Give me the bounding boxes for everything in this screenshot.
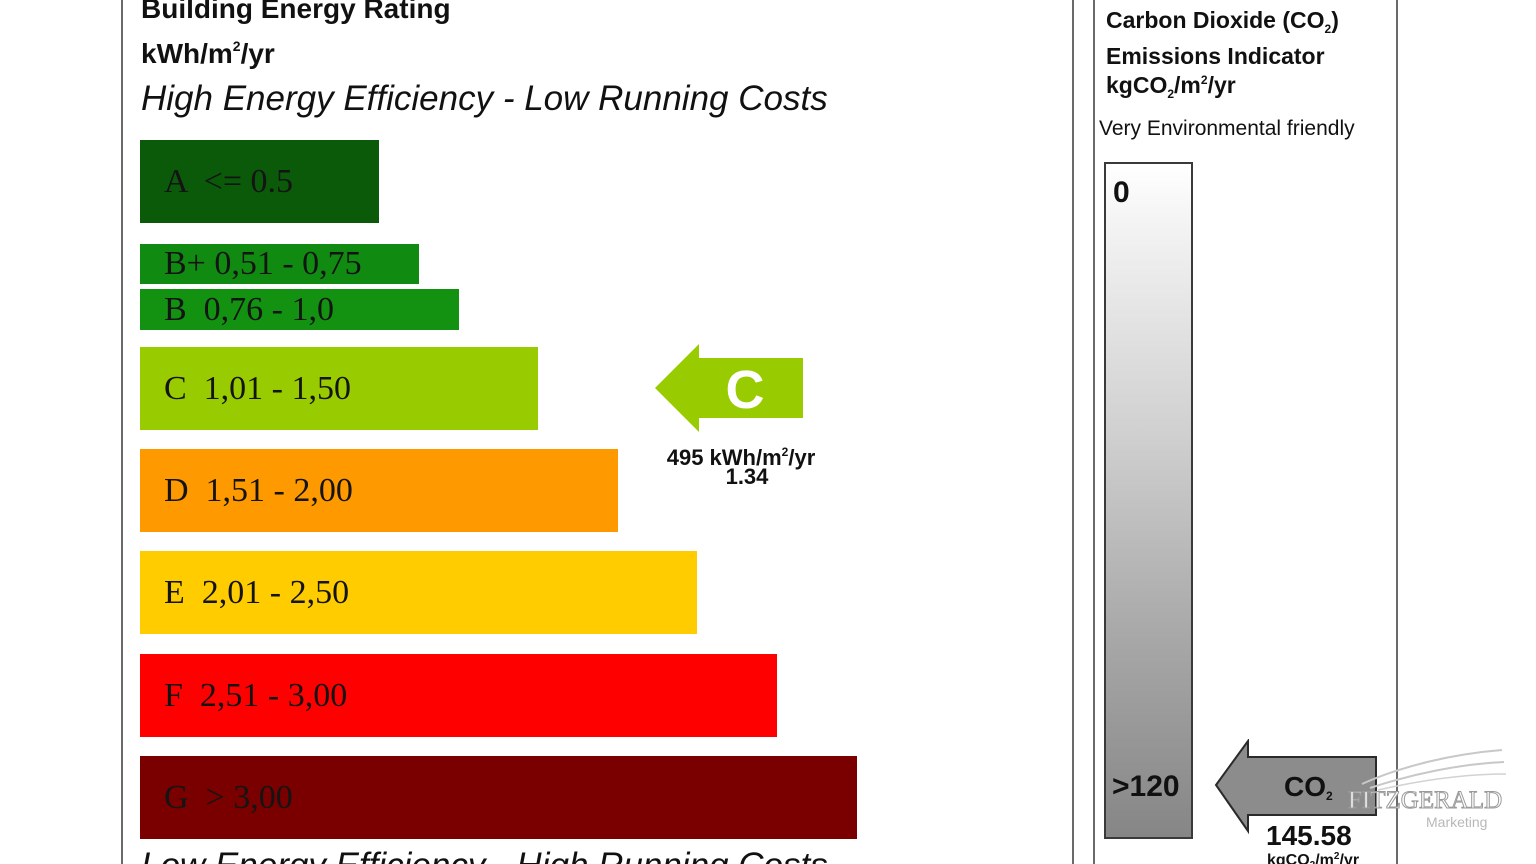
rating-title: Building Energy Rating [141, 0, 451, 24]
band-f: F 2,51 - 3,00 [140, 654, 777, 737]
fitzgerald-logo: FITZGERALD Marketing [1348, 749, 1507, 830]
co2-arrow-label: CO2 [1284, 771, 1333, 803]
scale-top-label: 0 [1113, 176, 1130, 209]
band-d: D 1,51 - 2,00 [140, 449, 618, 532]
current-rating-letter: C [725, 360, 765, 420]
svg-text:Marketing: Marketing [1426, 814, 1487, 830]
current-rating-value: 495 kWh/m2/yr [666, 445, 816, 470]
band-b-plus: B+ 0,51 - 0,75 [140, 244, 419, 284]
current-rating-number: 1.34 [725, 464, 769, 489]
rating-units: kWh/m2/yr [141, 38, 275, 69]
high-efficiency-caption: High Energy Efficiency - Low Running Cos… [141, 79, 828, 118]
environmental-friendly-label: Very Environmental friendly [1099, 117, 1355, 140]
svg-text:FITZGERALD: FITZGERALD [1348, 787, 1502, 814]
band-a: A <= 0.5 [140, 140, 379, 223]
co2-gradient-scale [1104, 162, 1193, 839]
band-e: E 2,01 - 2,50 [140, 551, 697, 634]
band-c: C 1,01 - 1,50 [140, 347, 538, 430]
co2-title: Carbon Dioxide (CO2) Emissions Indicator… [1106, 7, 1339, 101]
co2-panel [1093, 0, 1398, 864]
band-b: B 0,76 - 1,0 [140, 289, 459, 330]
co2-value: 145.58 [1266, 820, 1352, 851]
low-efficiency-caption: Low Energy Efficiency - High Running Cos… [141, 846, 828, 864]
current-rating-arrow [655, 344, 803, 432]
scale-bottom-label: >120 [1112, 770, 1180, 803]
band-g: G > 3,00 [140, 756, 857, 839]
co2-unit: kgCO2/m2/yr [1267, 851, 1360, 864]
energy-rating-panel [121, 0, 1074, 864]
